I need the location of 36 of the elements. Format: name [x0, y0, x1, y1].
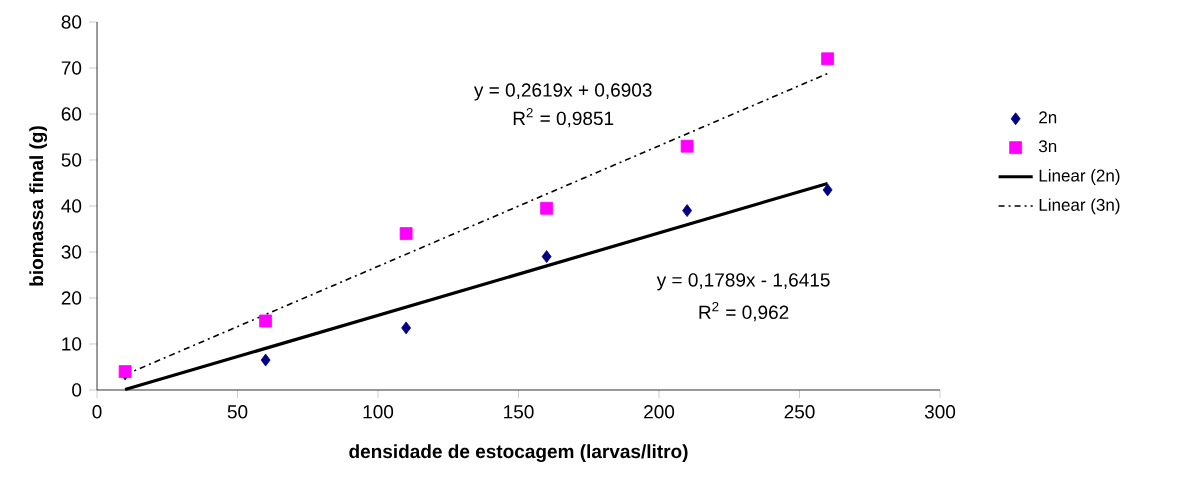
x-tick-label: 50: [227, 405, 248, 419]
legend-label: 2n: [1039, 111, 1057, 124]
x-axis-title: densidade de estocagem (larvas/litro): [349, 444, 688, 463]
x-tick-label: 0: [92, 405, 102, 419]
annotation: y = 0,1789x - 1,6415: [656, 273, 830, 291]
x-tick-label: 150: [504, 405, 534, 419]
point: [680, 139, 694, 153]
legend-label: Linear (2n): [1039, 169, 1120, 185]
legend-label: Linear (3n): [1039, 198, 1120, 215]
y-tick-label: 10: [62, 337, 82, 351]
legend-label: 3n: [1038, 140, 1057, 153]
x-tick-label: 300: [924, 405, 956, 419]
y-tick-label: 20: [61, 291, 82, 305]
x-tick-label: 250: [784, 405, 815, 419]
point: [540, 201, 554, 215]
y-tick-label: 60: [61, 107, 82, 121]
point: [260, 353, 271, 367]
point: [821, 52, 834, 66]
point: [682, 204, 693, 217]
annotation: R$^{2}$ = 0,9851: [513, 107, 614, 128]
x-tick-label: 100: [363, 405, 394, 419]
y-tick-label: 70: [61, 61, 82, 75]
annotation: R$^{2}$ = 0,962: [699, 301, 789, 322]
y-tick-label: 30: [61, 245, 82, 259]
point: [401, 321, 412, 335]
x-tick-label: 200: [644, 405, 675, 419]
point: [399, 227, 413, 240]
point: [259, 314, 273, 328]
y-axis-title: biomassa final (g): [29, 126, 48, 286]
y-tick-label: 40: [61, 199, 82, 213]
point: [822, 183, 833, 197]
y-tick-label: 50: [61, 153, 82, 167]
point: [541, 250, 552, 263]
annotation: y = 0,2619x + 0,6903: [473, 83, 652, 101]
y-tick-label: 0: [72, 383, 82, 397]
y-tick-label: 80: [61, 15, 82, 29]
